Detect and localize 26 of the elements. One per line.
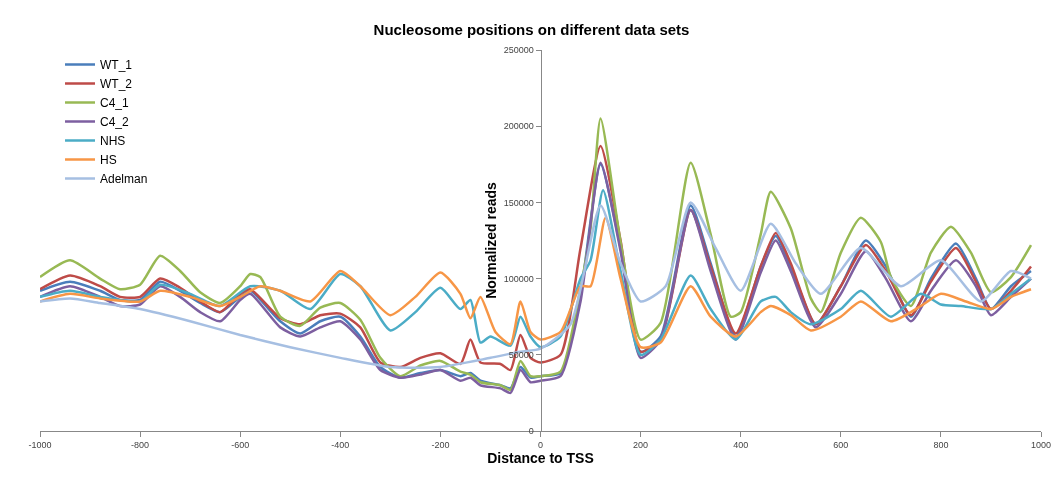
x-tick-label: 200 xyxy=(633,439,649,450)
y-tick-label: 250000 xyxy=(503,45,534,56)
legend-label: NHS xyxy=(100,134,126,149)
y-tick-label: 0 xyxy=(528,426,534,437)
x-tick-label: 400 xyxy=(733,439,749,450)
x-tick-label: 600 xyxy=(833,439,849,450)
x-tick-label: -400 xyxy=(331,439,350,450)
y-axis-title: Normalized reads xyxy=(483,181,500,299)
y-tick-label: 100000 xyxy=(503,273,534,284)
x-tick-label: -800 xyxy=(131,439,150,450)
y-tick-label: 150000 xyxy=(503,197,534,208)
x-tick-label: 800 xyxy=(933,439,949,450)
x-tick-label: -200 xyxy=(431,439,450,450)
chart-title: Nucleosome positions on different data sets xyxy=(373,20,690,38)
legend-label: WT_1 xyxy=(100,58,133,73)
legend-label: C4_1 xyxy=(100,96,130,111)
x-axis-title: Distance to TSS xyxy=(487,450,594,467)
x-tick-label: 1000 xyxy=(1030,439,1052,450)
legend-label: Adelman xyxy=(100,172,148,187)
y-tick-label: 200000 xyxy=(503,121,534,132)
legend-label: C4_2 xyxy=(100,115,130,130)
x-tick-label: -600 xyxy=(231,439,250,450)
legend-label: HS xyxy=(100,153,117,168)
legend-label: WT_2 xyxy=(100,77,133,92)
x-tick-label: -1000 xyxy=(28,439,52,450)
x-tick-label: 0 xyxy=(537,439,544,450)
